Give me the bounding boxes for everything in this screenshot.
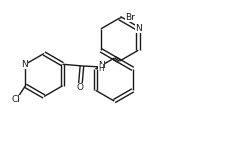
Text: Cl: Cl xyxy=(11,95,20,104)
Text: O: O xyxy=(76,83,83,92)
Text: H: H xyxy=(98,64,104,73)
Text: N: N xyxy=(98,61,104,70)
Text: Br: Br xyxy=(124,13,134,22)
Text: N: N xyxy=(135,24,141,33)
Text: N: N xyxy=(21,60,28,69)
